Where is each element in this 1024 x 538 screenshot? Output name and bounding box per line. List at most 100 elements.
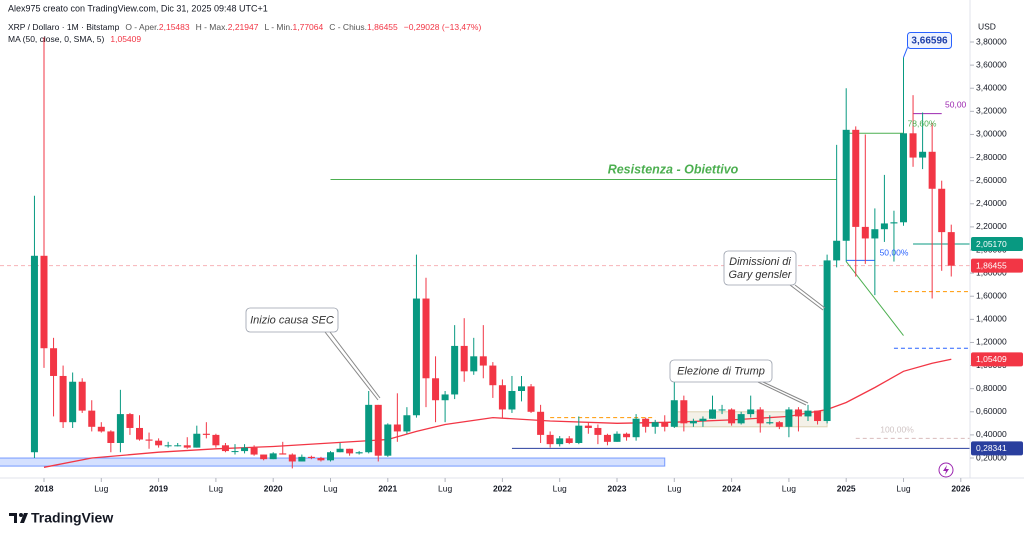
candle-body xyxy=(451,345,459,395)
x-tick-label: 2021 xyxy=(378,483,397,493)
candle-body xyxy=(307,456,315,459)
change: −0,29028 (−13,47%) xyxy=(404,22,482,32)
candle-body xyxy=(689,421,697,424)
ma-label: MA (50, close, 0, SMA, 5) xyxy=(8,34,105,44)
candle-body xyxy=(623,433,631,438)
candle-body xyxy=(556,438,564,445)
price-label-box xyxy=(971,258,1023,273)
ohlc-label: H - Max. xyxy=(196,22,228,32)
ohlc-value: 1,77064 xyxy=(293,22,324,32)
candle-body xyxy=(575,425,583,443)
x-tick-label: Lug xyxy=(323,483,337,493)
candle-body xyxy=(546,434,554,445)
candle-body xyxy=(661,422,669,427)
alert-icon-bolt xyxy=(943,465,949,475)
y-tick-label: 2,20000 xyxy=(976,221,1007,231)
candle-body xyxy=(642,418,650,427)
candle-body xyxy=(804,410,812,417)
candle-body xyxy=(823,260,831,422)
x-tick-label: 2022 xyxy=(493,483,512,493)
candle-body xyxy=(193,433,201,448)
candle-body xyxy=(584,425,592,428)
candle-body xyxy=(365,404,373,453)
candle-body xyxy=(670,400,678,427)
ohlc-value: 1,86455 xyxy=(367,22,398,32)
candle-body xyxy=(212,434,220,446)
candle-body xyxy=(699,418,707,422)
candle-body xyxy=(861,226,869,239)
ma-legend: MA (50, close, 0, SMA, 5) 1,05409 xyxy=(8,34,141,44)
candle-body xyxy=(709,409,716,419)
candle-body xyxy=(441,394,449,401)
ohlc-label: C - Chius. xyxy=(329,22,367,32)
candle-body xyxy=(279,453,287,455)
candle-body xyxy=(919,151,927,158)
candle-body xyxy=(785,409,793,427)
price-label-box xyxy=(971,441,1023,456)
y-tick-label: 1,20000 xyxy=(976,337,1007,347)
candle-body xyxy=(718,409,726,411)
candle-body xyxy=(317,458,325,461)
candle-body xyxy=(527,386,535,412)
candle-body xyxy=(50,348,58,376)
callout-text: Gary gensler xyxy=(729,269,793,281)
candle-body xyxy=(164,445,172,447)
callout-arrow xyxy=(789,284,824,311)
x-tick-label: Lug xyxy=(209,483,223,493)
candle-body xyxy=(871,229,879,239)
candle-body xyxy=(136,427,143,440)
candle-body xyxy=(355,452,363,454)
price-label: 2,05170 xyxy=(976,239,1007,249)
candle-body xyxy=(260,454,268,460)
y-tick-label: 0,40000 xyxy=(976,429,1007,439)
y-tick-label: 2,60000 xyxy=(976,175,1007,185)
x-tick-label: 2019 xyxy=(149,483,168,493)
price-label-box xyxy=(971,237,1023,252)
candle-body xyxy=(393,424,401,432)
candle-body xyxy=(155,440,163,446)
high-label: 3,66596 xyxy=(911,36,948,47)
y-tick-label: 0,20000 xyxy=(976,452,1007,462)
candle-body xyxy=(460,345,468,372)
candle-body xyxy=(231,451,239,453)
candle-body xyxy=(565,438,573,443)
alert-icon[interactable] xyxy=(938,462,954,478)
candle-body xyxy=(202,433,210,435)
logo-mark xyxy=(9,513,17,523)
high-label-box xyxy=(907,31,952,49)
candle-body xyxy=(794,409,802,417)
candle-body xyxy=(183,445,191,448)
x-tick-label: Lug xyxy=(553,483,567,493)
candle-body xyxy=(775,422,783,427)
candle-body xyxy=(900,133,907,223)
candle-body xyxy=(928,151,936,189)
price-label: 1,86455 xyxy=(976,260,1007,270)
ohlc-label: O - Aper. xyxy=(125,22,159,32)
candle-body xyxy=(909,133,917,158)
brand: TradingView xyxy=(31,510,113,526)
candle-body xyxy=(814,410,822,422)
fib-label: 50,00% xyxy=(880,247,909,257)
x-tick-label: Lug xyxy=(438,483,452,493)
candle-body xyxy=(107,431,115,443)
callout-text: Dimissioni di xyxy=(729,256,791,268)
y-tick-label: 1,60000 xyxy=(976,290,1007,300)
candle-body xyxy=(174,445,182,447)
ohlc-label: L - Min. xyxy=(264,22,292,32)
callout-arrow xyxy=(762,381,809,404)
plot-area xyxy=(0,37,970,469)
candle-body xyxy=(126,414,134,428)
ma-value: 1,05409 xyxy=(110,34,141,44)
candle-body xyxy=(651,422,659,427)
candle-body xyxy=(603,434,611,442)
candle-body xyxy=(518,386,525,391)
candle-body xyxy=(737,414,745,424)
high-label-pointer xyxy=(903,47,908,58)
x-tick-label: 2018 xyxy=(35,483,54,493)
x-tick-label: 2024 xyxy=(722,483,741,493)
fib-label: 50,00 xyxy=(945,99,967,109)
candle-body xyxy=(766,422,774,424)
candle-body xyxy=(938,188,946,233)
